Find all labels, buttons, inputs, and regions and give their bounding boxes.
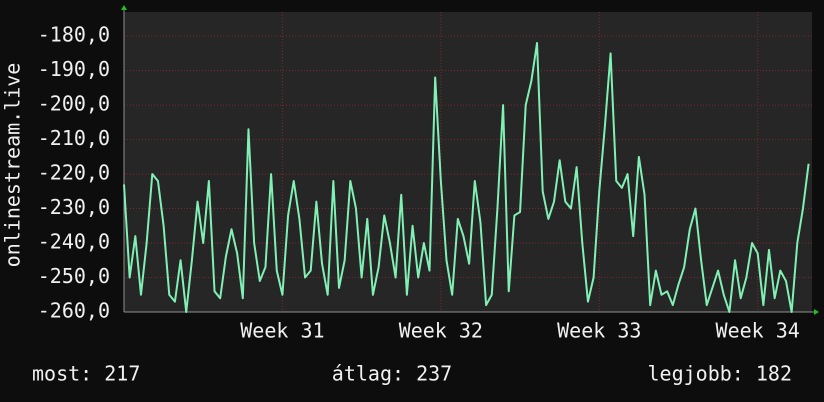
x-tick-label: Week 32 [399,319,483,343]
y-tick-label: -230,0 [38,195,110,219]
plot-area [124,12,812,312]
axis-arrow [814,309,819,315]
x-tick-label: Week 31 [240,319,324,343]
footer-average: átlag: 237 [332,362,452,386]
y-tick-label: -210,0 [38,126,110,150]
y-tick-label: -240,0 [38,230,110,254]
y-axis-label: onlinestream.live [1,63,25,268]
x-tick-label: Week 34 [716,319,800,343]
footer-best: legjobb: 182 [648,362,793,386]
data-line [123,42,810,313]
axis-arrow [121,5,127,10]
footer-current: most: 217 [32,362,140,386]
x-tick-label: Week 33 [557,319,641,343]
y-tick-label: -180,0 [38,23,110,47]
y-tick-label: -200,0 [38,92,110,116]
y-tick-label: -250,0 [38,264,110,288]
y-tick-label: -190,0 [38,57,110,81]
y-tick-label: -220,0 [38,161,110,185]
y-tick-label: -260,0 [38,299,110,323]
